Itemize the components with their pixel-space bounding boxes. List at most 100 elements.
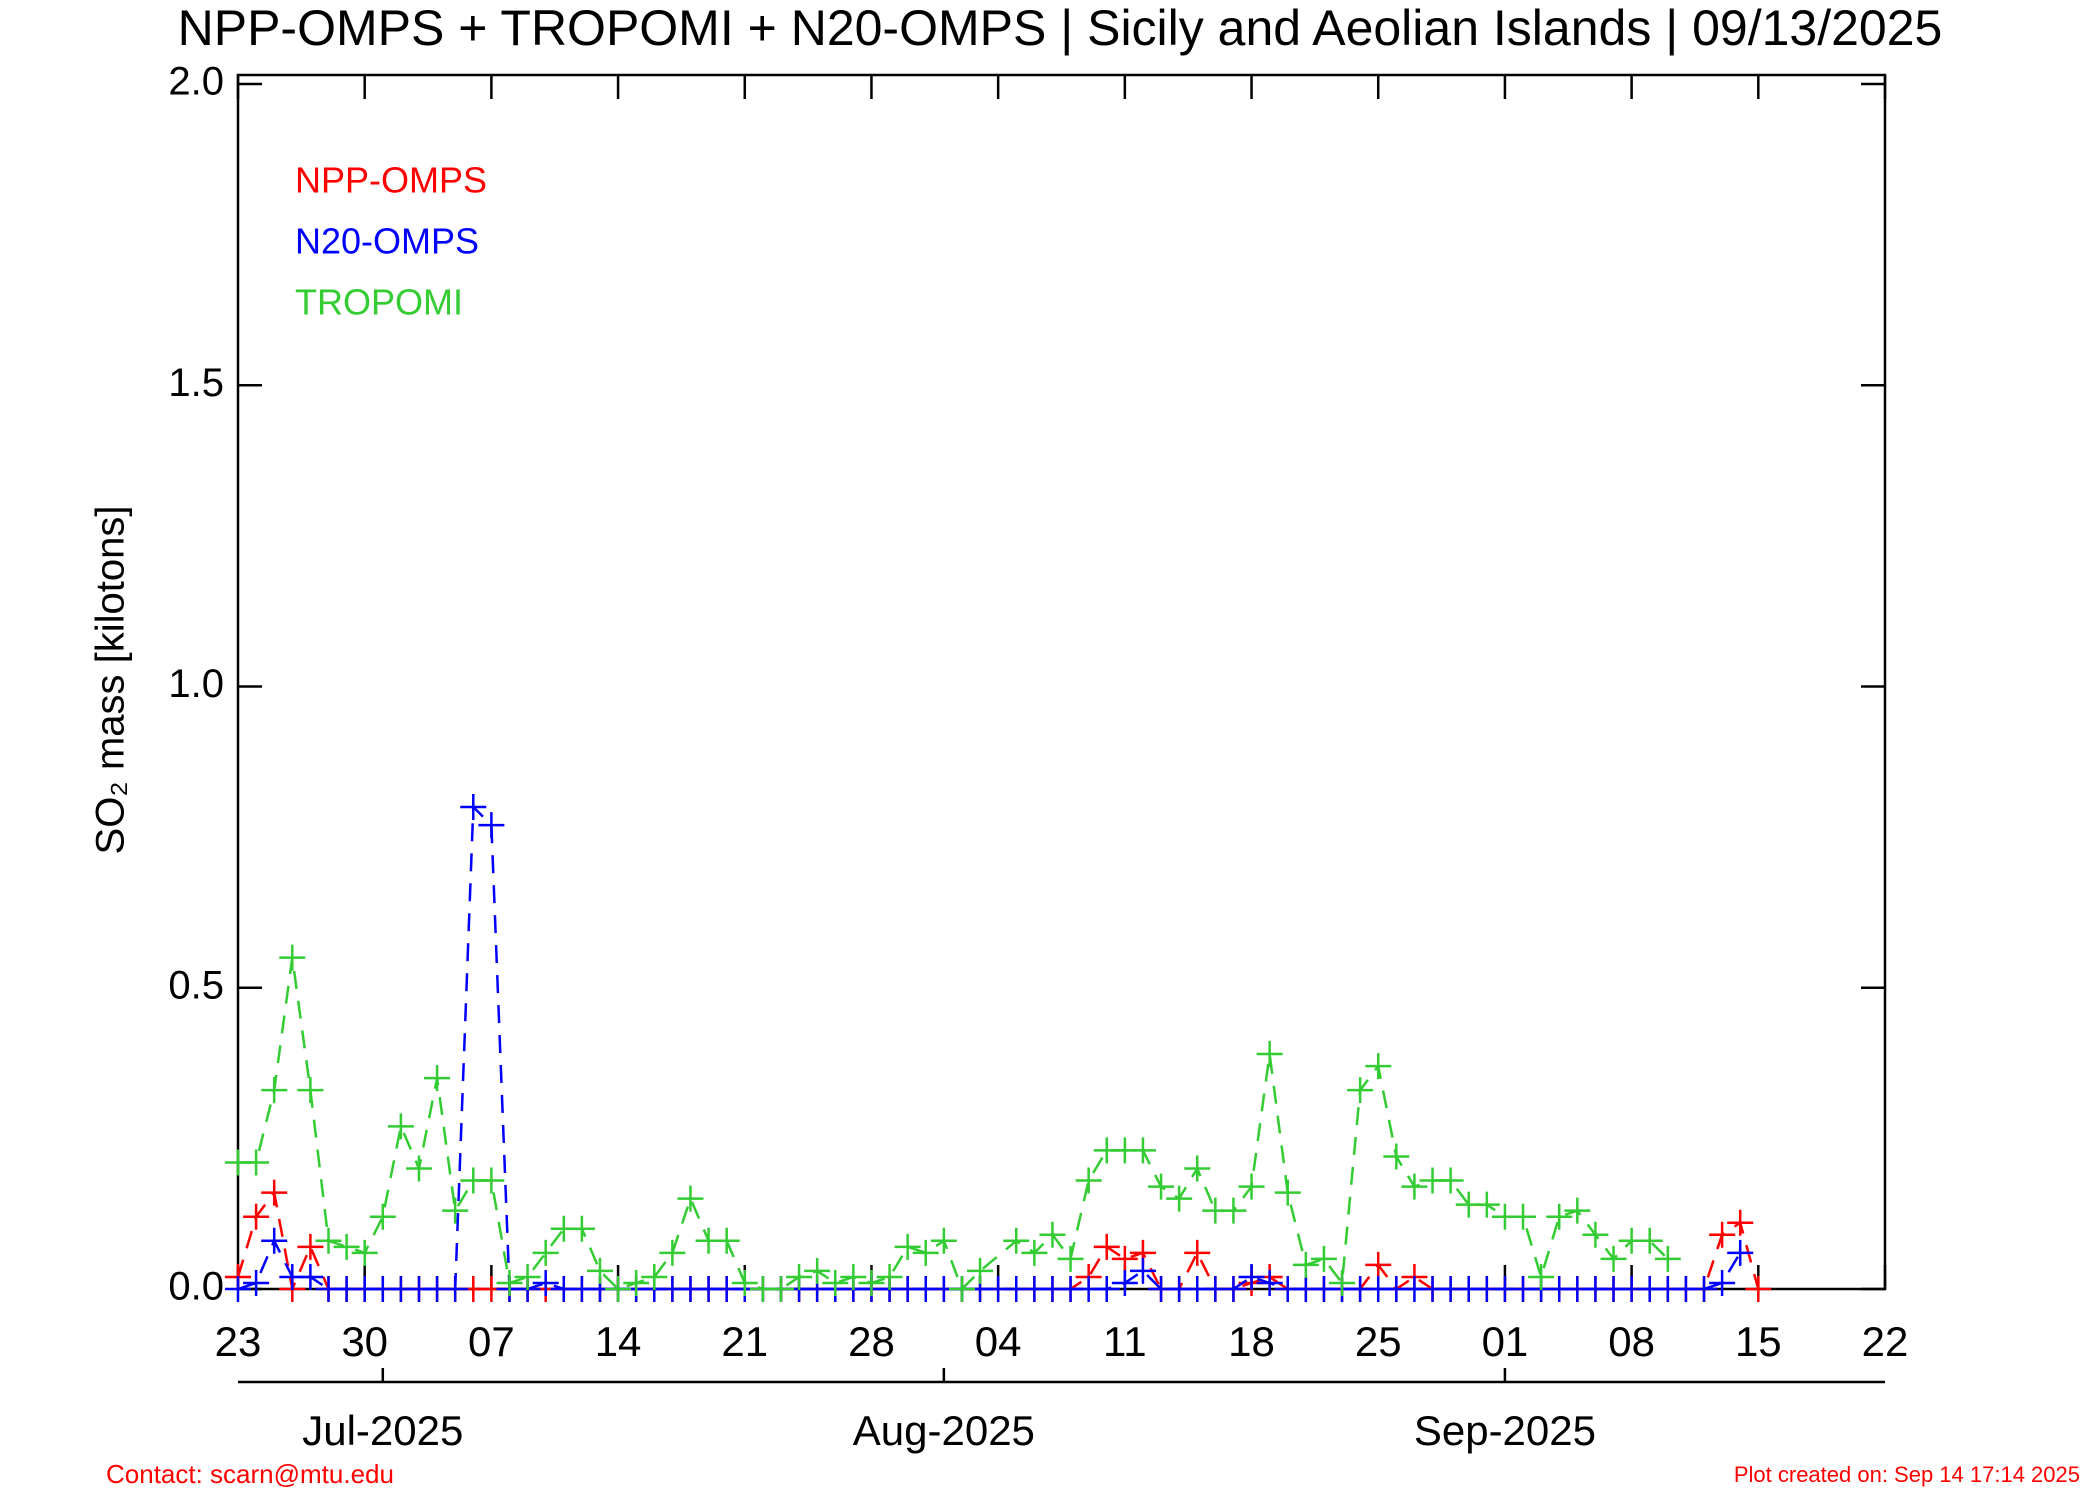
created-note: Plot created on: Sep 14 17:14 2025 — [1734, 1462, 2080, 1487]
point-marker — [677, 1185, 704, 1212]
point-marker — [659, 1239, 686, 1266]
point-marker — [532, 1269, 559, 1296]
point-marker — [261, 1179, 288, 1206]
point-marker — [1093, 1233, 1120, 1260]
point-marker — [1256, 1269, 1283, 1296]
point-marker — [243, 1149, 270, 1176]
point-marker — [478, 1167, 505, 1194]
point-marker — [514, 1263, 541, 1290]
y-tick-label: 1.5 — [168, 361, 224, 405]
point-marker — [1329, 1269, 1356, 1296]
point-marker — [405, 1155, 432, 1182]
point-marker — [243, 1203, 270, 1230]
point-marker — [1093, 1276, 1120, 1302]
point-marker — [1292, 1251, 1319, 1278]
point-marker — [460, 794, 487, 820]
point-marker — [1238, 1263, 1265, 1290]
point-marker — [1039, 1221, 1066, 1248]
point-marker — [297, 1233, 324, 1260]
point-marker — [1021, 1239, 1048, 1266]
point-marker — [1636, 1227, 1663, 1254]
point-marker — [1654, 1245, 1681, 1272]
x-tick-label: 15 — [1735, 1318, 1782, 1365]
point-marker — [1347, 1077, 1374, 1104]
point-marker — [333, 1233, 360, 1260]
y-tick-label: 0.5 — [168, 963, 224, 1007]
point-marker — [1238, 1173, 1265, 1200]
point-marker — [1528, 1263, 1555, 1290]
series-line — [238, 957, 1669, 1292]
legend-label: NPP-OMPS — [295, 160, 487, 201]
point-marker — [967, 1257, 994, 1284]
point-marker — [1129, 1257, 1156, 1284]
point-marker — [1256, 1041, 1283, 1068]
point-marker — [894, 1233, 921, 1260]
point-marker — [623, 1269, 650, 1296]
point-marker — [1600, 1245, 1627, 1272]
plot-frame — [236, 73, 1887, 1291]
legend-label: TROPOMI — [295, 282, 463, 323]
x-tick-label: 08 — [1608, 1318, 1655, 1365]
point-marker — [1582, 1221, 1609, 1248]
point-marker — [767, 1276, 794, 1302]
x-tick-label: 28 — [848, 1318, 895, 1365]
point-marker — [496, 1269, 523, 1296]
point-marker — [1564, 1197, 1591, 1224]
point-marker — [1437, 1167, 1464, 1194]
point-marker — [876, 1263, 903, 1290]
point-marker — [1220, 1197, 1247, 1224]
contact: Contact: scarn@mtu.edu — [106, 1459, 394, 1489]
point-marker — [387, 1113, 414, 1140]
point-marker — [1473, 1191, 1500, 1218]
y-axis-label: SO₂ mass [kilotons] — [89, 506, 133, 855]
point-marker — [442, 1197, 469, 1224]
point-marker — [1274, 1179, 1301, 1206]
point-marker — [1401, 1173, 1428, 1200]
x-tick-label: 25 — [1355, 1318, 1402, 1365]
point-marker — [1709, 1221, 1736, 1248]
point-marker — [1691, 1276, 1718, 1302]
point-marker — [1546, 1203, 1573, 1230]
point-marker — [948, 1276, 975, 1302]
point-marker — [858, 1269, 885, 1296]
legend-label: N20-OMPS — [295, 221, 479, 262]
point-marker — [1709, 1269, 1736, 1296]
point-marker — [225, 1276, 251, 1302]
x-tick-label: 23 — [215, 1318, 262, 1365]
point-marker — [1111, 1269, 1138, 1296]
point-marker — [478, 812, 505, 839]
point-marker — [912, 1239, 939, 1266]
point-marker — [1310, 1245, 1337, 1272]
point-marker — [1166, 1185, 1193, 1212]
x-tick-label: 04 — [975, 1318, 1022, 1365]
point-marker — [1365, 1251, 1392, 1278]
point-marker — [568, 1215, 595, 1242]
point-marker — [1510, 1203, 1537, 1230]
point-marker — [1220, 1276, 1247, 1302]
point-marker — [1745, 1276, 1772, 1302]
point-marker — [351, 1239, 378, 1266]
point-marker — [1727, 1239, 1754, 1266]
point-marker — [605, 1276, 632, 1302]
point-marker — [297, 1263, 324, 1290]
point-marker — [713, 1227, 740, 1254]
point-marker — [641, 1263, 668, 1290]
point-marker — [1075, 1167, 1102, 1194]
point-marker — [369, 1203, 396, 1230]
x-tick-label: 18 — [1228, 1318, 1275, 1365]
point-marker — [532, 1239, 559, 1266]
point-marker — [1727, 1209, 1754, 1236]
chart-title: NPP-OMPS + TROPOMI + N20-OMPS | Sicily a… — [178, 0, 1943, 56]
point-marker — [1184, 1155, 1211, 1182]
point-marker — [1184, 1239, 1211, 1266]
point-marker — [1129, 1137, 1156, 1164]
month-label: Aug-2025 — [853, 1407, 1035, 1454]
month-label: Sep-2025 — [1414, 1407, 1596, 1454]
x-tick-label: 07 — [468, 1318, 515, 1365]
x-tick-label: 30 — [341, 1318, 388, 1365]
month-label: Jul-2025 — [302, 1407, 463, 1454]
point-marker — [243, 1269, 270, 1296]
point-marker — [315, 1227, 342, 1254]
